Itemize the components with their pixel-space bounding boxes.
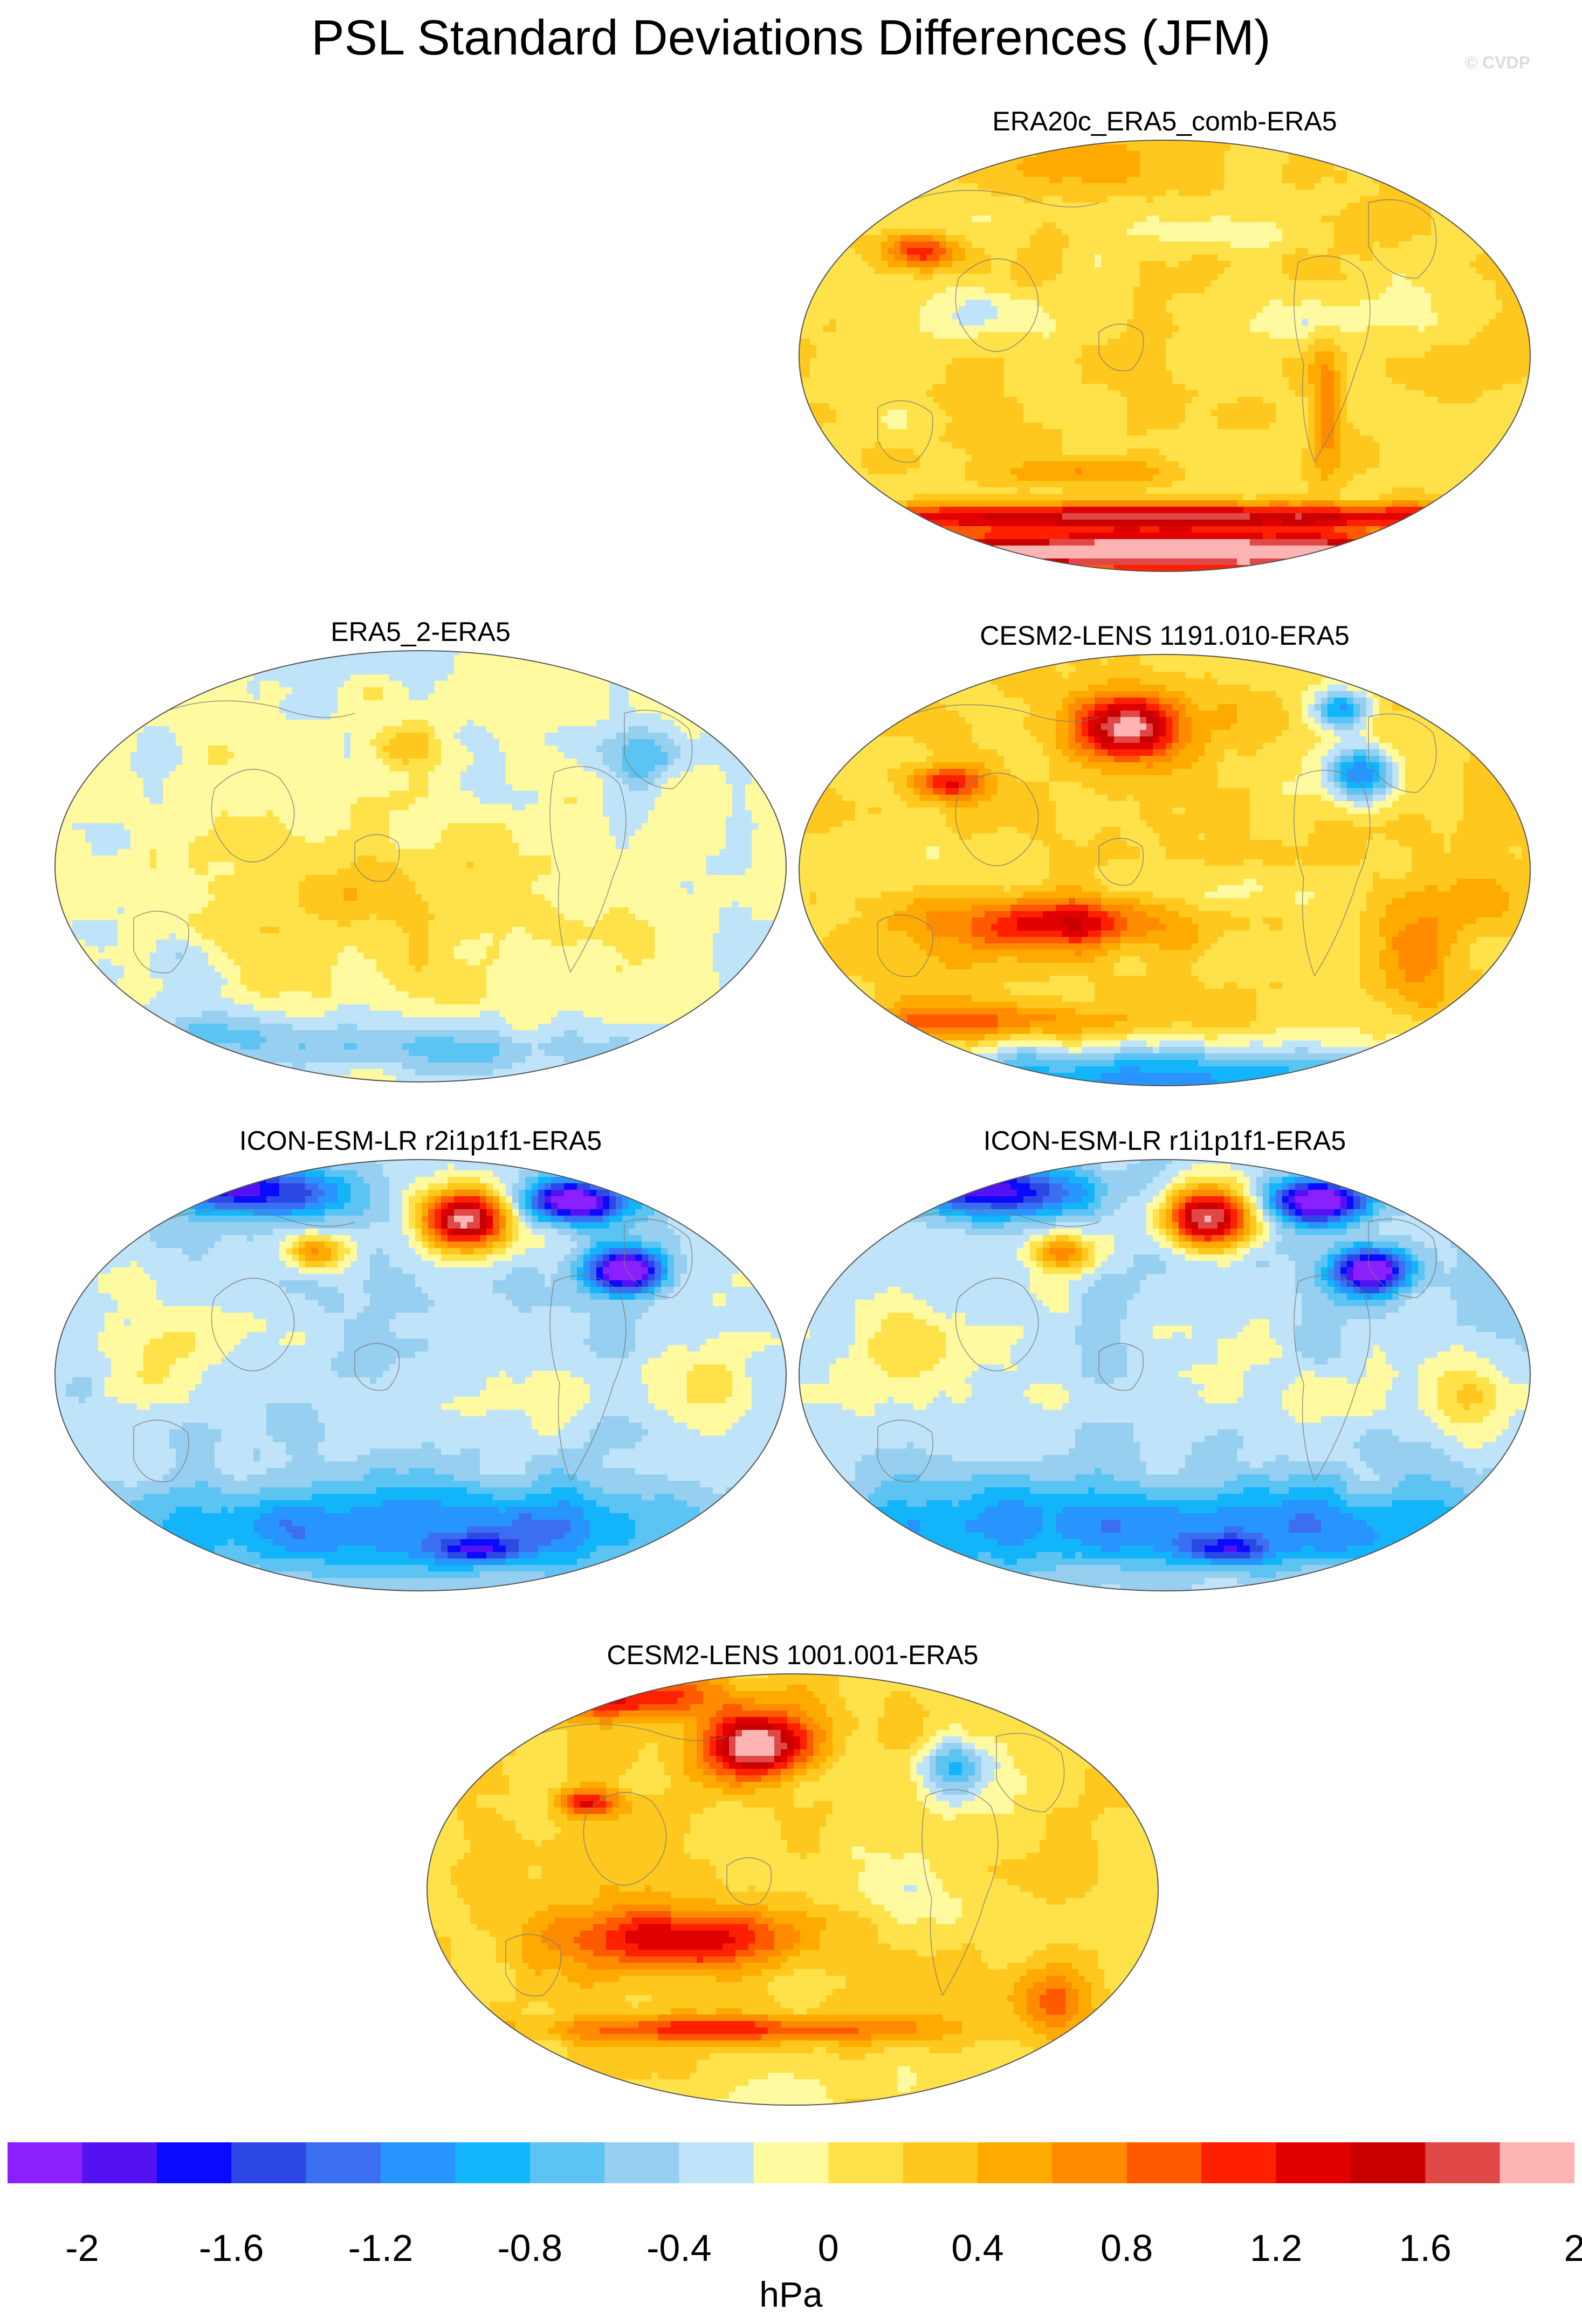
coastline <box>1294 1275 1371 1482</box>
coastline <box>877 400 933 463</box>
colorbar-swatch <box>1350 2142 1426 2183</box>
coastline <box>133 1419 189 1482</box>
colorbar-swatch <box>529 2142 605 2183</box>
coastline <box>996 1733 1065 1812</box>
panel-title-icon-r2: ICON-ESM-LR r2i1p1f1-ERA5 <box>54 1125 787 1156</box>
map-outline <box>427 1673 1159 2106</box>
page-title: PSL Standard Deviations Differences (JFM… <box>0 10 1582 66</box>
panel-title-era5-2: ERA5_2-ERA5 <box>54 616 787 647</box>
coastline <box>921 1789 999 1996</box>
coastline <box>904 190 1099 208</box>
colorbar-swatch <box>455 2142 531 2183</box>
map-field <box>55 1160 786 1591</box>
colorbar-swatch <box>306 2142 381 2183</box>
panel-title-era20c: ERA20c_ERA5_comb-ERA5 <box>798 106 1531 137</box>
map-outline <box>799 140 1531 572</box>
coastline <box>904 704 1099 722</box>
map-icon-r2 <box>54 1159 787 1591</box>
panel-title-icon-r1: ICON-ESM-LR r1i1p1f1-ERA5 <box>798 1125 1531 1156</box>
coastline <box>133 911 189 974</box>
map-era20c <box>799 140 1531 572</box>
colorbar-swatch <box>156 2142 232 2183</box>
coastline <box>877 914 933 977</box>
colorbar-tick-label: -0.8 <box>497 2226 562 2270</box>
map-field <box>799 140 1530 571</box>
panel-title-cesm-1001: CESM2-LENS 1001.001-ERA5 <box>426 1639 1159 1671</box>
colorbar-swatch <box>82 2142 157 2183</box>
coastline <box>624 1218 693 1298</box>
colorbar-tick-label: 2 <box>1564 2226 1582 2270</box>
colorbar-tick-label: -0.4 <box>646 2226 712 2270</box>
map-cesm-1191 <box>799 654 1531 1086</box>
coastline <box>904 1209 1099 1227</box>
coastline <box>955 773 1039 866</box>
colorbar-swatch <box>1052 2142 1127 2183</box>
coastline <box>354 1343 400 1391</box>
colorbar-swatch <box>1276 2142 1351 2183</box>
colorbar-swatch <box>380 2142 456 2183</box>
coastline <box>160 1209 355 1227</box>
colorbar-tick-label: 1.2 <box>1250 2226 1302 2270</box>
colorbar-tick-label: -1.6 <box>199 2226 264 2270</box>
colorbar-tick-label: 0 <box>818 2226 839 2270</box>
coastline <box>532 1723 727 1741</box>
coastline <box>549 1275 627 1482</box>
colorbar-tick-label: 1.6 <box>1399 2226 1452 2270</box>
colorbar-swatch <box>903 2142 978 2183</box>
colorbar-swatch <box>1126 2142 1202 2183</box>
colorbar-swatch <box>604 2142 679 2183</box>
colorbar-tick-label: 0.4 <box>951 2226 1003 2270</box>
map-cesm-1001 <box>427 1673 1159 2106</box>
coastline <box>1294 256 1371 463</box>
colorbar-swatch <box>1500 2142 1574 2183</box>
colorbar-tick-label: -1.2 <box>348 2226 414 2270</box>
credit-label: © CVDP <box>1465 53 1530 73</box>
coastline <box>1368 713 1437 793</box>
coastline <box>1098 1343 1144 1391</box>
panel-title-cesm-1191: CESM2-LENS 1191.010-ERA5 <box>798 620 1531 651</box>
coastline <box>1368 199 1437 279</box>
map-era5-2 <box>54 650 787 1082</box>
coastline <box>877 1419 933 1482</box>
coastline <box>211 1278 295 1371</box>
map-outline <box>799 1159 1531 1591</box>
coastline <box>549 766 627 973</box>
coastline <box>955 1278 1039 1371</box>
colorbar-swatch <box>977 2142 1053 2183</box>
map-outline <box>799 654 1531 1086</box>
colorbar-swatch <box>828 2142 904 2183</box>
colorbar-swatch <box>1425 2142 1501 2183</box>
map-outline <box>54 1159 787 1591</box>
coastline <box>160 700 355 718</box>
coastline <box>1098 838 1144 886</box>
coastline <box>354 834 400 882</box>
coastline <box>1098 323 1144 371</box>
colorbar-units-label: hPa <box>0 2274 1582 2315</box>
colorbar <box>8 2142 1574 2183</box>
colorbar-swatch <box>679 2142 754 2183</box>
coastline <box>624 709 693 789</box>
coastline <box>955 258 1039 352</box>
map-field <box>427 1674 1158 2105</box>
colorbar-swatch <box>753 2142 829 2183</box>
coastline <box>1294 770 1371 977</box>
colorbar-swatch <box>231 2142 307 2183</box>
colorbar-tick-label: -2 <box>65 2226 99 2270</box>
coastline <box>726 1857 772 1905</box>
colorbar-swatch <box>8 2142 82 2183</box>
map-icon-r1 <box>799 1159 1531 1591</box>
coastline <box>211 769 295 863</box>
coastline <box>583 1792 667 1886</box>
map-outline <box>54 650 787 1082</box>
colorbar-tick-label: 0.8 <box>1100 2226 1153 2270</box>
coastline <box>1368 1218 1437 1298</box>
colorbar-swatch <box>1201 2142 1276 2183</box>
coastline <box>505 1934 561 1997</box>
